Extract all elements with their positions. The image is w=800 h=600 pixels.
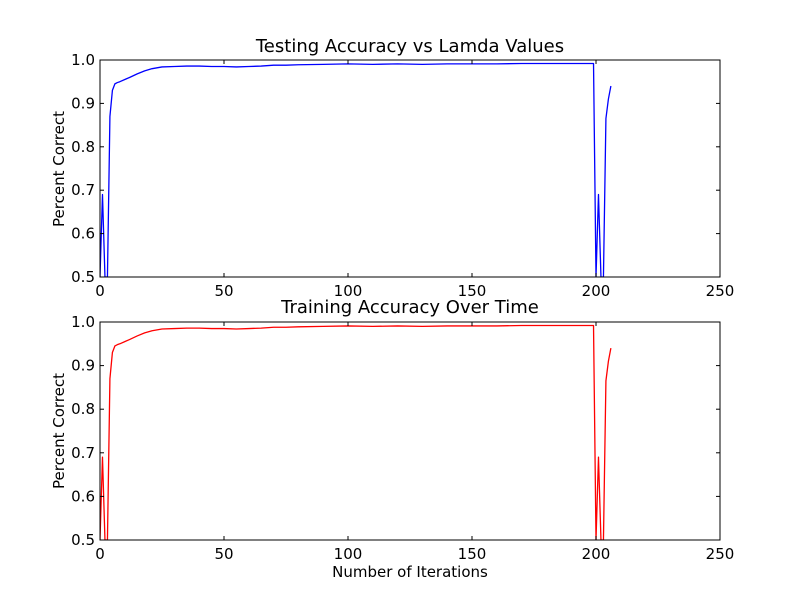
x-tick-label: 200 (582, 545, 611, 563)
y-tick-label: 0.8 (71, 138, 95, 156)
x-tick-label: 150 (458, 545, 487, 563)
x-axis-label: Number of Iterations (332, 563, 488, 581)
plot-area: 0 50 100 150 200 250 0.5 0.6 0.7 0.8 0.9 1.0 (71, 313, 734, 563)
x-tick-label: 250 (706, 282, 735, 300)
y-tick-label: 0.7 (71, 444, 95, 462)
y-tick-label: 1.0 (71, 51, 95, 69)
y-axis-label: Percent Correct (50, 373, 68, 489)
chart-title: Testing Accuracy vs Lamda Values (255, 36, 564, 57)
x-tick-label: 100 (334, 545, 363, 563)
plot-area: 0 50 100 150 200 250 0.5 0.6 0.7 0.8 0.9 1.0 (71, 51, 734, 300)
y-tick-label: 0.8 (71, 400, 95, 418)
x-tick-label: 0 (95, 545, 105, 563)
x-tick-label: 100 (334, 282, 363, 300)
y-tick-label: 0.6 (71, 225, 95, 243)
x-tick-label: 250 (706, 545, 735, 563)
x-tick-label: 50 (214, 282, 233, 300)
y-tick-label: 0.9 (71, 357, 95, 375)
y-tick-label: 0.7 (71, 181, 95, 199)
y-tick-label: 0.9 (71, 94, 95, 112)
training-accuracy-chart: Training Accuracy Over Time Percent Corr… (50, 297, 734, 581)
series-line-0 (100, 324, 612, 540)
y-tick-label: 0.5 (71, 268, 95, 286)
chart-title: Training Accuracy Over Time (280, 297, 539, 318)
y-tick-label: 0.6 (71, 487, 95, 505)
x-tick-label: 150 (458, 282, 487, 300)
axes-frame (99, 321, 721, 541)
y-tick-label: 0.5 (71, 531, 95, 549)
y-axis-label: Percent Correct (50, 111, 68, 227)
x-tick-label: 0 (95, 282, 105, 300)
series-line-0 (100, 62, 612, 277)
axes-frame (99, 59, 721, 278)
x-tick-label: 50 (214, 545, 233, 563)
testing-accuracy-chart: Testing Accuracy vs Lamda Values Percent… (50, 36, 734, 300)
x-tick-label: 200 (582, 282, 611, 300)
y-tick-label: 1.0 (71, 313, 95, 331)
